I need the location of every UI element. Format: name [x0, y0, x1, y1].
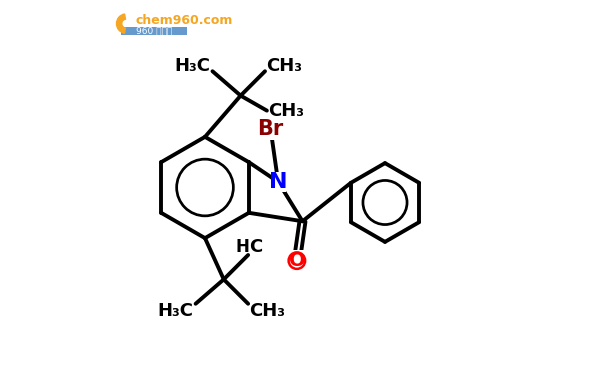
Wedge shape [117, 14, 125, 33]
Text: O: O [289, 251, 305, 270]
Text: Br: Br [258, 119, 284, 140]
Text: H₃C: H₃C [157, 302, 193, 320]
Text: C: C [249, 238, 262, 256]
Text: H₃C: H₃C [174, 57, 210, 75]
Text: chem960.com: chem960.com [136, 14, 233, 27]
Text: H: H [235, 238, 249, 256]
Text: 960 化工网: 960 化工网 [136, 26, 172, 35]
FancyBboxPatch shape [270, 172, 286, 192]
Text: CH₃: CH₃ [269, 102, 304, 120]
Text: N: N [269, 172, 287, 192]
Text: CH₃: CH₃ [249, 302, 285, 320]
FancyBboxPatch shape [289, 251, 304, 271]
FancyBboxPatch shape [121, 27, 186, 35]
Text: CH₃: CH₃ [266, 57, 302, 75]
FancyBboxPatch shape [258, 119, 283, 140]
